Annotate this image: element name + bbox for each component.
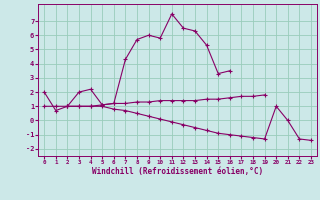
X-axis label: Windchill (Refroidissement éolien,°C): Windchill (Refroidissement éolien,°C) (92, 167, 263, 176)
